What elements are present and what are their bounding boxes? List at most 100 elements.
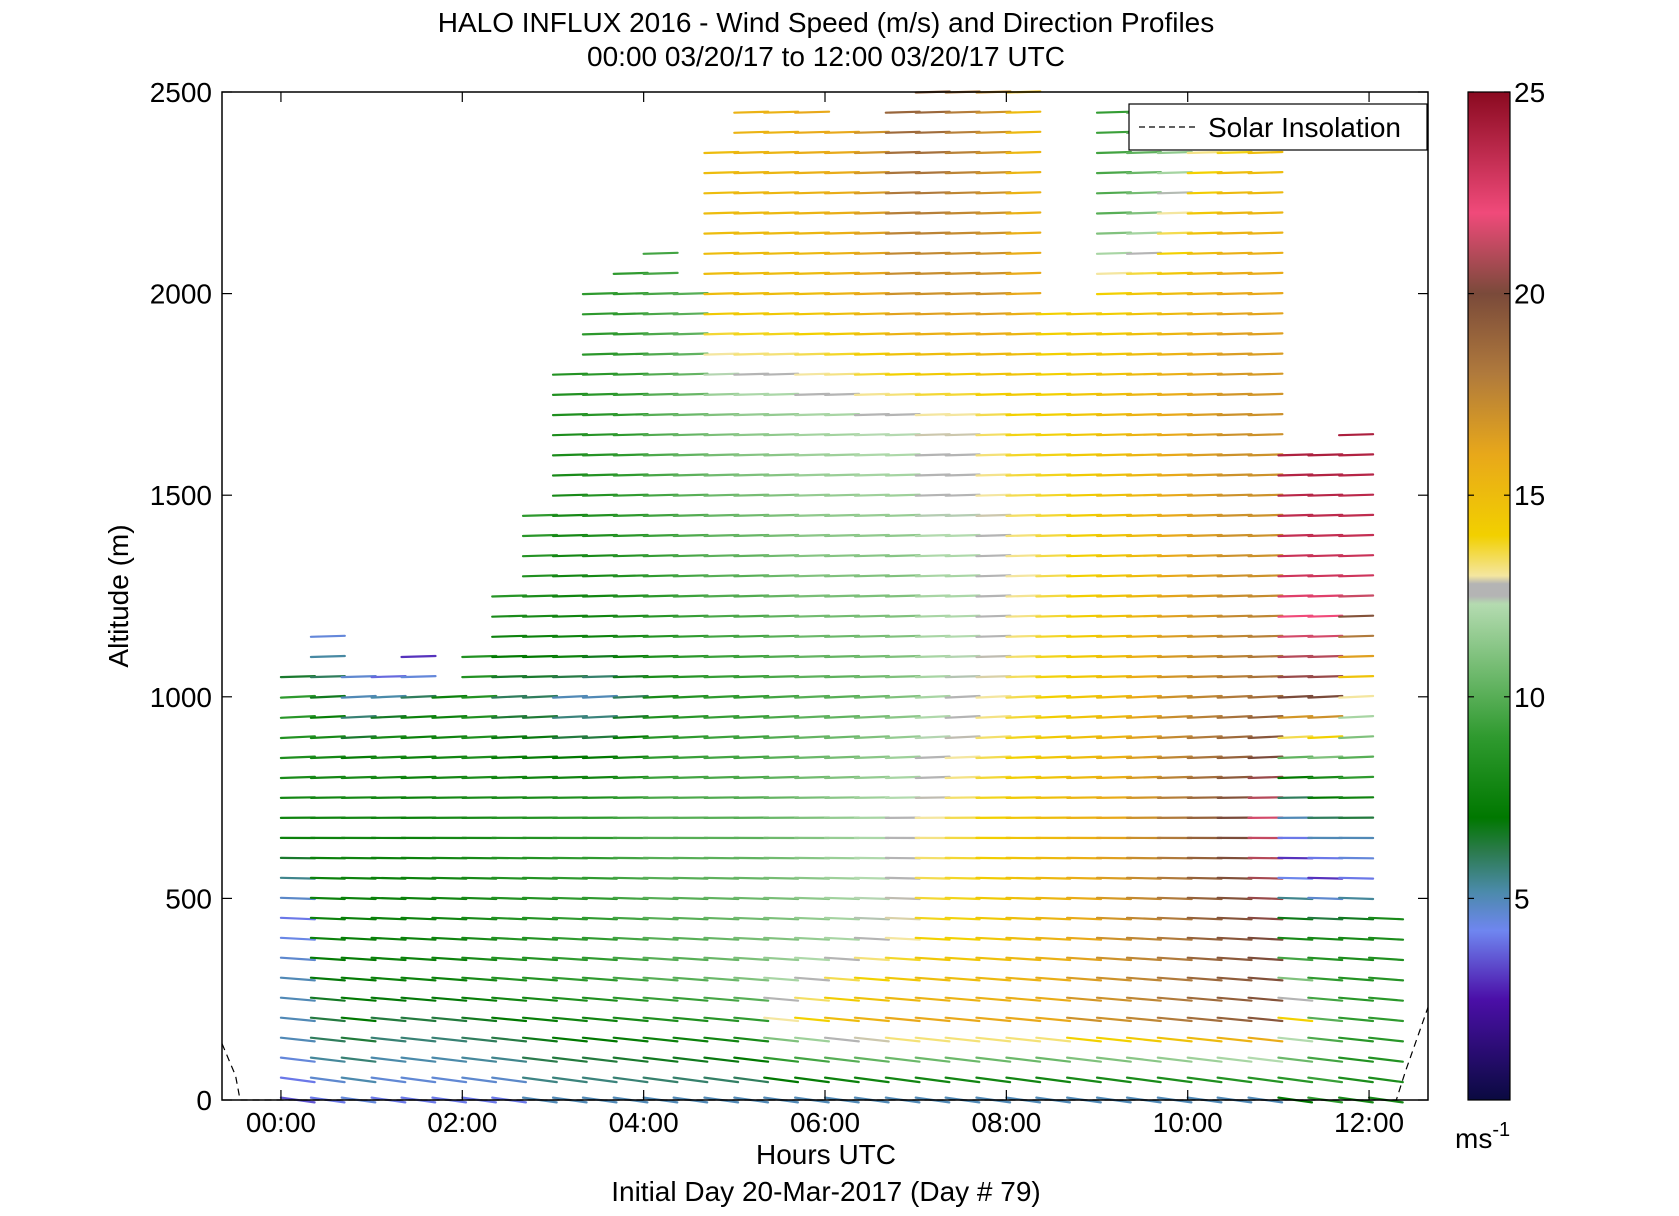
wind-barb bbox=[279, 896, 316, 901]
wind-barb bbox=[1186, 634, 1223, 638]
wind-barb bbox=[1186, 694, 1223, 699]
wind-barb bbox=[1307, 996, 1344, 1002]
wind-barb bbox=[703, 1056, 740, 1063]
wind-barb bbox=[763, 876, 800, 880]
wind-barb bbox=[1247, 996, 1284, 1002]
wind-barb bbox=[733, 251, 770, 255]
wind-barb bbox=[703, 513, 740, 518]
wind-barb bbox=[581, 775, 619, 780]
wind-barb bbox=[763, 1076, 800, 1084]
wind-barb bbox=[551, 473, 589, 477]
wind-barb bbox=[1337, 876, 1375, 880]
wind-barb bbox=[1065, 1036, 1103, 1043]
wind-barb bbox=[1216, 1056, 1253, 1063]
wind-barb bbox=[1337, 453, 1375, 457]
wind-barb bbox=[853, 453, 891, 457]
wind-barb bbox=[672, 936, 709, 941]
wind-barb bbox=[521, 896, 559, 901]
wind-barb bbox=[461, 976, 498, 982]
wind-barb bbox=[279, 876, 316, 880]
wind-barb bbox=[914, 735, 951, 740]
wind-barb bbox=[370, 876, 407, 880]
wind-barb bbox=[884, 231, 921, 235]
wind-barb bbox=[793, 271, 831, 275]
wind-barb bbox=[793, 413, 831, 417]
wind-barb bbox=[642, 674, 679, 679]
wind-barb bbox=[340, 674, 377, 679]
wind-barb bbox=[823, 976, 861, 982]
wind-barb bbox=[975, 211, 1012, 215]
colorbar bbox=[1467, 91, 1511, 1101]
wind-barb bbox=[581, 392, 619, 396]
wind-barb bbox=[642, 694, 679, 699]
wind-barb bbox=[1156, 473, 1193, 477]
wind-barb bbox=[914, 1036, 951, 1043]
wind-barb bbox=[1035, 755, 1072, 760]
wind-barb bbox=[1156, 312, 1193, 316]
wind-barb bbox=[1035, 735, 1072, 740]
wind-barb bbox=[370, 936, 407, 941]
wind-barb bbox=[309, 694, 346, 699]
wind-barb bbox=[763, 796, 800, 800]
wind-barb bbox=[793, 594, 831, 598]
wind-barb bbox=[672, 413, 709, 417]
wind-barb bbox=[1065, 714, 1103, 719]
wind-barb bbox=[703, 996, 740, 1002]
wind-barb bbox=[823, 674, 861, 679]
wind-barb bbox=[1247, 493, 1284, 497]
wind-barb bbox=[914, 594, 951, 598]
wind-barb bbox=[612, 775, 649, 780]
wind-barb bbox=[975, 554, 1012, 558]
wind-barb bbox=[279, 1076, 316, 1084]
wind-barb bbox=[763, 654, 800, 659]
wind-barb bbox=[793, 1036, 831, 1043]
wind-barb bbox=[400, 796, 437, 800]
wind-barb bbox=[1125, 533, 1163, 538]
wind-barb bbox=[521, 614, 559, 618]
wind-barb bbox=[884, 413, 921, 417]
wind-barb bbox=[1035, 1036, 1072, 1043]
wind-barb bbox=[1005, 574, 1042, 578]
wind-barb bbox=[521, 956, 559, 962]
wind-barb bbox=[672, 554, 709, 558]
wind-barb bbox=[309, 634, 346, 638]
wind-barb bbox=[793, 936, 831, 941]
wind-barb bbox=[733, 332, 770, 336]
wind-barb bbox=[1035, 936, 1072, 941]
wind-barb bbox=[400, 1076, 437, 1084]
wind-barb bbox=[733, 211, 770, 215]
wind-barb bbox=[672, 513, 709, 518]
wind-barb bbox=[823, 473, 861, 477]
wind-barb bbox=[1005, 332, 1042, 336]
wind-barb bbox=[1095, 453, 1133, 457]
wind-barb bbox=[1095, 191, 1133, 195]
wind-barb bbox=[853, 433, 891, 437]
wind-barb bbox=[975, 976, 1012, 982]
wind-barb bbox=[763, 513, 800, 518]
wind-barb bbox=[884, 634, 921, 638]
wind-barb bbox=[1005, 956, 1042, 962]
wind-barb bbox=[642, 594, 679, 598]
wind-barb bbox=[1065, 574, 1103, 578]
wind-barb bbox=[370, 956, 407, 962]
wind-barb bbox=[944, 352, 981, 356]
wind-barb bbox=[1156, 775, 1193, 780]
wind-barb bbox=[793, 896, 831, 901]
wind-barb bbox=[400, 1036, 437, 1043]
wind-barb bbox=[1095, 493, 1133, 497]
wind-barb bbox=[1125, 453, 1163, 457]
wind-barb bbox=[733, 976, 770, 982]
wind-barb bbox=[823, 1016, 860, 1023]
wind-barb bbox=[1216, 231, 1253, 235]
wind-barb bbox=[853, 714, 891, 719]
wind-barb bbox=[1247, 554, 1284, 558]
wind-barb bbox=[1125, 554, 1163, 558]
wind-barb bbox=[733, 150, 770, 155]
wind-barb bbox=[400, 956, 437, 962]
wind-barb bbox=[793, 150, 831, 155]
wind-barb bbox=[1125, 1036, 1162, 1043]
wind-barb bbox=[1186, 1076, 1223, 1084]
wind-barb bbox=[703, 916, 740, 921]
wind-barb bbox=[340, 996, 377, 1002]
wind-barb bbox=[581, 574, 619, 578]
